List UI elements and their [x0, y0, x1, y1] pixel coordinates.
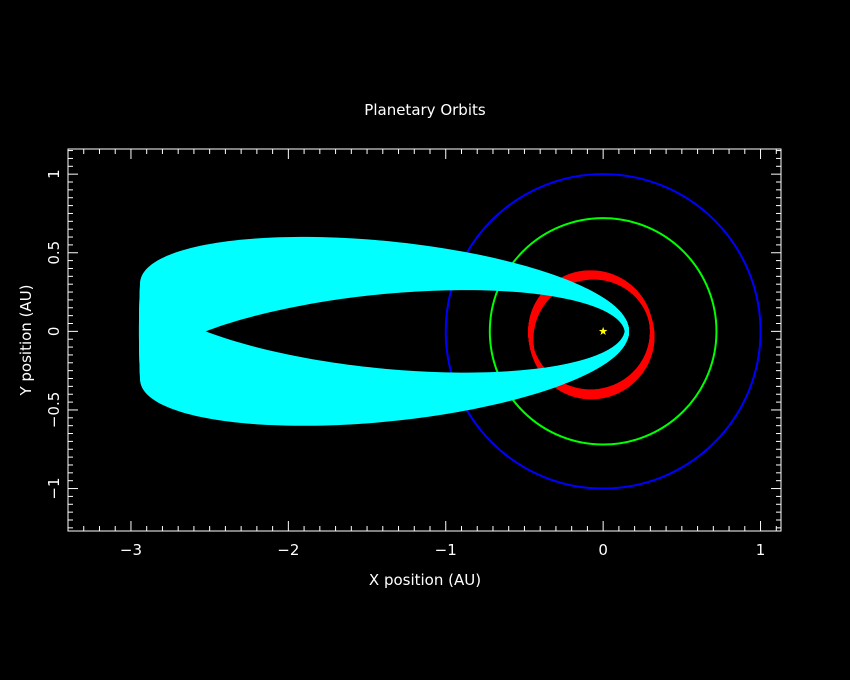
plot-frame: [67, 148, 782, 532]
y-tick-label: −1: [45, 477, 63, 499]
orbit-series-3: [528, 270, 655, 400]
y-axis-label: Y position (AU): [17, 284, 35, 396]
orbit-series-2: [488, 217, 718, 446]
y-tick-label: 1: [45, 169, 63, 179]
y-tick-label: 0: [45, 327, 63, 337]
orbit-band-path: [140, 287, 628, 426]
x-tick-label: 1: [756, 541, 766, 559]
x-tick-label: −3: [120, 541, 142, 559]
orbits-layer: [138, 173, 762, 490]
orbit-series-4: [138, 236, 630, 426]
star-marker: [598, 326, 608, 335]
chart-title: Planetary Orbits: [364, 101, 486, 119]
x-tick-label: −2: [277, 541, 299, 559]
x-tick-label: −1: [435, 541, 457, 559]
x-axis-label: X position (AU): [369, 571, 481, 589]
y-tick-label: −0.5: [45, 392, 63, 428]
axis-ticks: [67, 149, 781, 531]
orbit-circle-2: [488, 217, 718, 446]
y-tick-labels: −1 −0.5 0 0.5 1: [45, 169, 63, 499]
orbit-circle-1: [444, 173, 762, 490]
x-tick-label: 0: [598, 541, 608, 559]
x-tick-labels: −3 −2 −1 0 1: [120, 541, 765, 559]
y-tick-label: 0.5: [45, 241, 63, 265]
orbit-series-1: [444, 173, 762, 490]
